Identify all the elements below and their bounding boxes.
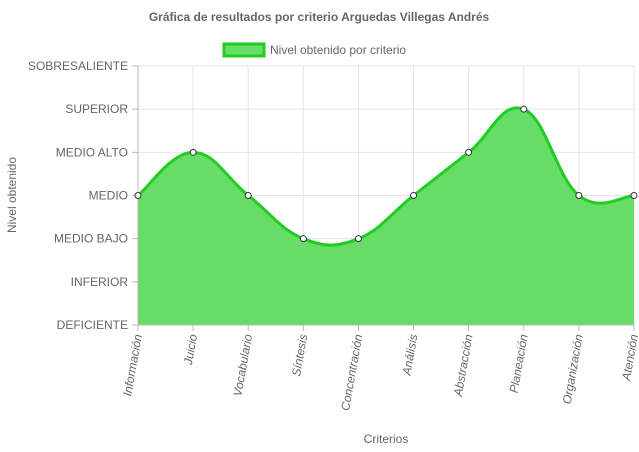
x-tick-label: Información bbox=[120, 333, 145, 397]
x-tick-label: Abstracción bbox=[451, 333, 476, 398]
data-point bbox=[465, 148, 473, 156]
y-tick-label: INFERIOR bbox=[71, 275, 129, 289]
y-tick-label: SUPERIOR bbox=[65, 102, 128, 116]
y-tick-label: MEDIO ALTO bbox=[56, 145, 128, 159]
y-tick-labels: DEFICIENTE INFERIOR MEDIO BAJO MEDIO MEDIO A… bbox=[28, 59, 128, 332]
x-axis-label: Criterios bbox=[364, 432, 409, 446]
x-tick-label: Juicio bbox=[181, 333, 200, 367]
x-tick-label: Síntesis bbox=[289, 333, 310, 377]
data-point bbox=[134, 192, 142, 199]
series-area-fill bbox=[138, 107, 634, 325]
y-tick-label: DEFICIENTE bbox=[57, 318, 128, 332]
y-tick-label: MEDIO bbox=[89, 189, 128, 203]
x-tick-label: Análisis bbox=[399, 333, 420, 377]
y-tick-label: SOBRESALIENTE bbox=[28, 59, 128, 73]
x-tick-label: Atención bbox=[619, 333, 639, 383]
y-axis-label: Nivel obtenido bbox=[5, 157, 19, 233]
x-tick-labels: Información Juicio Vocabulario Síntesis Conc… bbox=[120, 333, 639, 412]
x-tick-label: Concentración bbox=[338, 333, 365, 412]
data-point bbox=[410, 192, 418, 199]
x-tick-label: Planeación bbox=[507, 333, 531, 394]
data-point bbox=[520, 105, 528, 113]
chart-title: Gráfica de resultados por criterio Argue… bbox=[149, 10, 490, 24]
data-points bbox=[134, 105, 638, 243]
legend-label[interactable]: Nivel obtenido por criterio bbox=[270, 43, 406, 57]
data-point bbox=[575, 192, 583, 199]
data-point bbox=[630, 192, 638, 199]
x-tick-label: Vocabulario bbox=[230, 333, 255, 398]
y-tick-label: MEDIO BAJO bbox=[54, 232, 128, 246]
legend[interactable]: Nivel obtenido por criterio bbox=[222, 42, 406, 58]
area-layer bbox=[137, 106, 635, 325]
data-point bbox=[299, 235, 307, 243]
data-point bbox=[354, 235, 362, 243]
series-line bbox=[137, 106, 635, 247]
legend-swatch[interactable] bbox=[222, 42, 266, 58]
data-point bbox=[244, 192, 252, 199]
data-point bbox=[189, 148, 197, 156]
x-tick-label: Organización bbox=[560, 333, 586, 405]
